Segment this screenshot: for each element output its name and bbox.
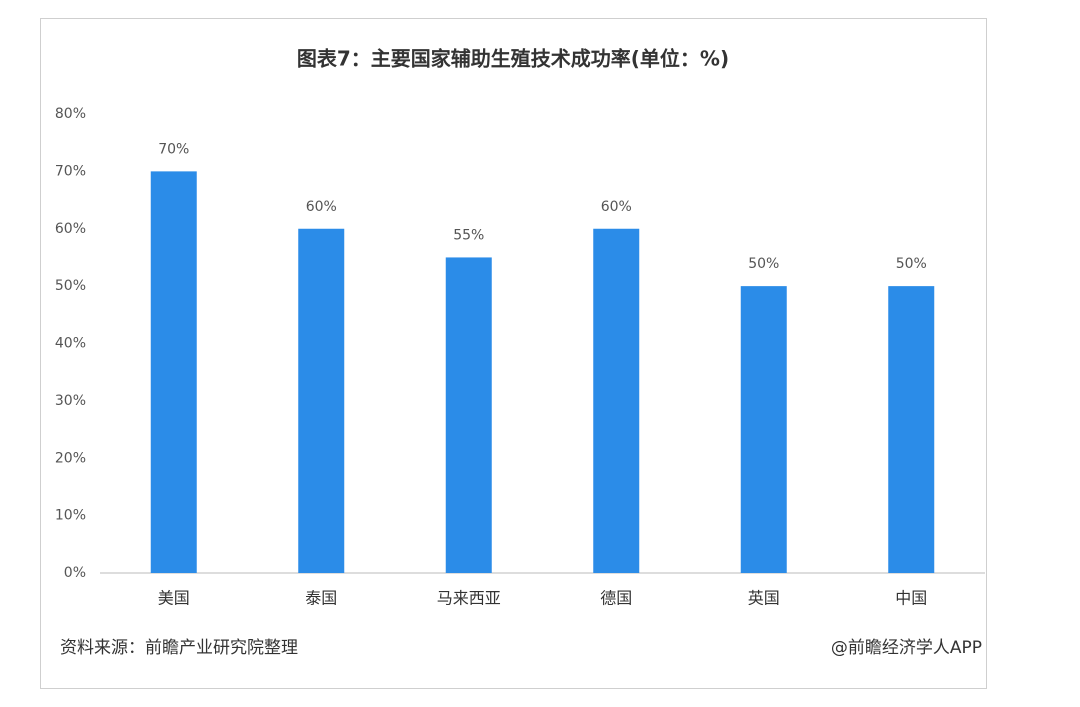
bar: [888, 286, 935, 573]
value-label: 50%: [896, 256, 927, 272]
value-label: 60%: [601, 199, 632, 215]
frame: [40, 18, 987, 689]
x-tick-label: 中国: [895, 589, 927, 608]
y-tick-label: 70%: [55, 163, 86, 179]
y-tick-label: 10%: [55, 508, 86, 524]
bar: [298, 228, 345, 573]
bar: [150, 171, 197, 573]
chart-title: 图表7：主要国家辅助生殖技术成功率(单位：%): [297, 47, 729, 71]
source-note: 资料来源：前瞻产业研究院整理: [60, 638, 298, 658]
y-tick-label: 80%: [55, 106, 86, 122]
y-tick-label: 30%: [55, 393, 86, 409]
y-tick-label: 0%: [64, 565, 86, 581]
x-tick-label: 马来西亚: [437, 589, 501, 608]
value-label: 70%: [158, 141, 189, 157]
y-tick-label: 40%: [55, 336, 86, 352]
bar: [593, 228, 640, 573]
y-tick-label: 50%: [55, 278, 86, 294]
x-tick-label: 泰国: [305, 589, 337, 608]
value-label: 55%: [453, 227, 484, 243]
y-tick-label: 20%: [55, 450, 86, 466]
x-tick-label: 德国: [600, 589, 632, 608]
value-label: 60%: [306, 199, 337, 215]
bar: [740, 286, 787, 573]
credit: @前瞻经济学人APP: [831, 638, 982, 658]
value-label: 50%: [748, 256, 779, 272]
x-tick-label: 美国: [158, 589, 190, 608]
bar: [445, 257, 492, 573]
y-tick-label: 60%: [55, 221, 86, 237]
x-tick-label: 英国: [748, 589, 780, 608]
